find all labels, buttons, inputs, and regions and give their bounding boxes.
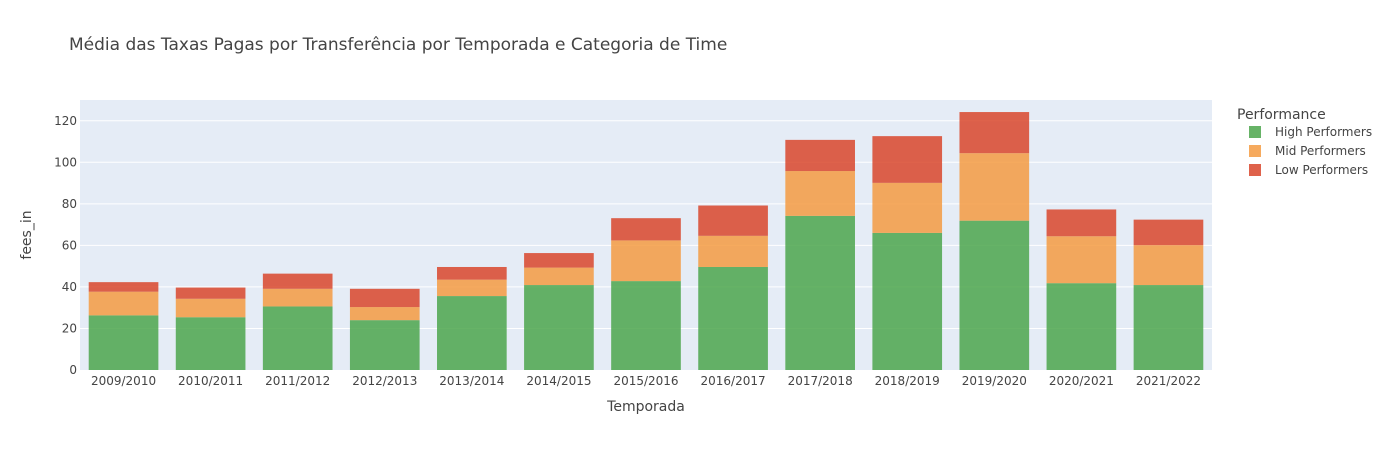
bar-high-performers[interactable] xyxy=(437,296,507,370)
legend-label: Mid Performers xyxy=(1275,144,1366,158)
y-tick-label: 120 xyxy=(54,114,77,128)
bar-low-performers[interactable] xyxy=(872,136,943,183)
bar-high-performers[interactable] xyxy=(1046,283,1117,370)
y-tick-label: 20 xyxy=(62,321,77,335)
bar-mid-performers[interactable] xyxy=(437,279,507,297)
legend: Performance High Performers Mid Performer… xyxy=(1237,107,1372,177)
bar-high-performers[interactable] xyxy=(88,315,159,370)
bar-high-performers[interactable] xyxy=(349,320,420,370)
bar-low-performers[interactable] xyxy=(1046,209,1117,237)
bar-low-performers[interactable] xyxy=(349,288,420,308)
y-tick-label: 100 xyxy=(54,155,77,169)
bar-mid-performers[interactable] xyxy=(88,291,159,316)
bar-mid-performers[interactable] xyxy=(1046,236,1117,284)
y-axis-title: fees_in xyxy=(19,210,35,259)
y-tick-label: 80 xyxy=(62,197,77,211)
legend-item[interactable]: High Performers xyxy=(1249,125,1372,139)
bar-high-performers[interactable] xyxy=(262,306,333,370)
legend-label: High Performers xyxy=(1275,125,1372,139)
legend-title: Performance xyxy=(1237,107,1326,123)
y-tick-label: 0 xyxy=(69,363,77,377)
bar-mid-performers[interactable] xyxy=(175,298,246,318)
legend-label: Low Performers xyxy=(1275,163,1368,177)
bar-mid-performers[interactable] xyxy=(262,288,333,307)
y-axis-ticks: 0 20 40 60 80 100 120 xyxy=(54,114,77,377)
x-tick-label: 2019/2020 xyxy=(962,374,1027,388)
x-tick-label: 2018/2019 xyxy=(875,374,940,388)
bar-low-performers[interactable] xyxy=(611,218,681,241)
bar-mid-performers[interactable] xyxy=(349,307,420,321)
bar-low-performers[interactable] xyxy=(785,139,855,172)
legend-item[interactable]: Mid Performers xyxy=(1249,144,1366,158)
bar-mid-performers[interactable] xyxy=(959,153,1030,221)
bar-low-performers[interactable] xyxy=(88,282,159,292)
bar-high-performers[interactable] xyxy=(698,266,768,370)
bar-high-performers[interactable] xyxy=(611,281,681,370)
bar-mid-performers[interactable] xyxy=(1133,245,1204,286)
bar-mid-performers[interactable] xyxy=(872,182,943,233)
legend-swatch xyxy=(1249,145,1261,157)
bar-high-performers[interactable] xyxy=(959,220,1030,370)
bar-high-performers[interactable] xyxy=(1133,285,1204,370)
legend-swatch xyxy=(1249,164,1261,176)
bars xyxy=(88,112,1204,370)
y-tick-label: 40 xyxy=(62,280,77,294)
bar-high-performers[interactable] xyxy=(872,232,943,370)
bar-mid-performers[interactable] xyxy=(611,240,681,282)
bar-high-performers[interactable] xyxy=(524,285,594,370)
x-tick-label: 2016/2017 xyxy=(701,374,766,388)
bar-high-performers[interactable] xyxy=(785,215,855,370)
bar-low-performers[interactable] xyxy=(175,287,246,299)
x-tick-label: 2011/2012 xyxy=(265,374,330,388)
x-tick-label: 2021/2022 xyxy=(1136,374,1201,388)
x-tick-label: 2017/2018 xyxy=(788,374,853,388)
x-tick-label: 2014/2015 xyxy=(526,374,591,388)
x-axis-title: Temporada xyxy=(606,399,685,415)
bar-mid-performers[interactable] xyxy=(785,171,855,216)
x-tick-label: 2009/2010 xyxy=(91,374,156,388)
x-tick-label: 2015/2016 xyxy=(613,374,678,388)
legend-item[interactable]: Low Performers xyxy=(1249,163,1368,177)
y-tick-label: 60 xyxy=(62,238,77,252)
bar-low-performers[interactable] xyxy=(437,266,507,280)
x-tick-label: 2013/2014 xyxy=(439,374,504,388)
bar-mid-performers[interactable] xyxy=(524,267,594,286)
bar-low-performers[interactable] xyxy=(959,112,1030,154)
x-tick-label: 2012/2013 xyxy=(352,374,417,388)
bar-high-performers[interactable] xyxy=(175,317,246,370)
bar-low-performers[interactable] xyxy=(1133,219,1204,246)
bar-low-performers[interactable] xyxy=(524,253,594,268)
x-tick-label: 2010/2011 xyxy=(178,374,243,388)
chart-title: Média das Taxas Pagas por Transferência … xyxy=(69,35,727,55)
bar-mid-performers[interactable] xyxy=(698,235,768,267)
bar-low-performers[interactable] xyxy=(262,273,333,289)
bar-low-performers[interactable] xyxy=(698,205,768,236)
x-axis-ticks: 2009/2010 2010/2011 2011/2012 2012/2013 2013… xyxy=(91,374,1201,388)
x-tick-label: 2020/2021 xyxy=(1049,374,1114,388)
legend-swatch xyxy=(1249,126,1261,138)
